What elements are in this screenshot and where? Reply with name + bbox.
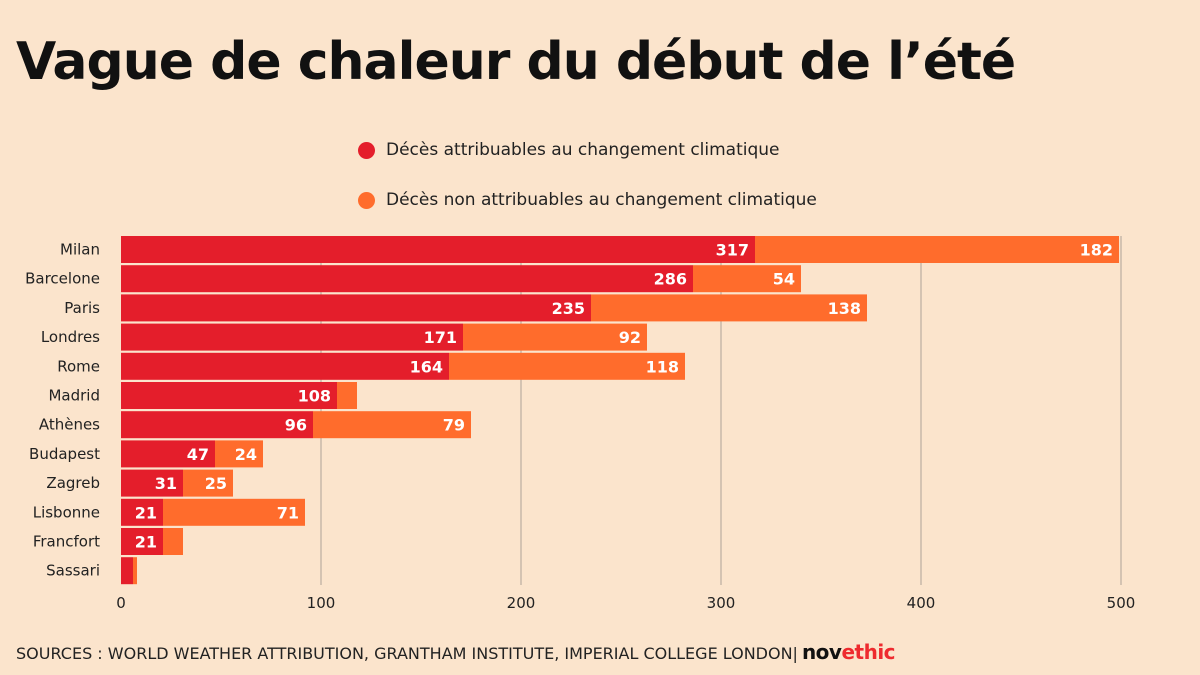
category-label: Francfort — [33, 533, 100, 551]
bar-segment — [121, 440, 215, 468]
bar-segment — [121, 382, 337, 409]
data-label: 21 — [135, 533, 157, 552]
data-label: 235 — [552, 299, 585, 318]
bar-segment — [121, 498, 163, 526]
source-footer: SOURCES : WORLD WEATHER ATTRIBUTION, GRA… — [16, 640, 896, 664]
data-label: 317 — [716, 241, 749, 260]
chart-title: Vague de chaleur du début de l’été — [16, 32, 1016, 92]
category-label: Sassari — [46, 562, 100, 580]
bar-segment — [121, 352, 449, 380]
legend-swatch-non-attributable — [358, 191, 375, 209]
data-label: 108 — [298, 387, 331, 406]
bar-segment — [121, 323, 463, 351]
data-label: 21 — [135, 503, 157, 522]
data-label: 71 — [277, 503, 299, 522]
data-label: 79 — [443, 416, 465, 435]
data-label: 92 — [619, 328, 641, 347]
category-label: Zagreb — [46, 474, 100, 492]
legend-swatch-attributable — [358, 141, 375, 159]
data-label: 31 — [155, 474, 177, 493]
bar-segment — [121, 557, 133, 585]
category-label: Londres — [41, 328, 100, 346]
category-label: Lisbonne — [33, 503, 100, 521]
bar-segment — [121, 236, 755, 263]
category-label: Athènes — [39, 416, 100, 434]
bar-chart: 0 100 200 300 400 500 Milan 317 182 Barcelone 286 5… — [25, 236, 1136, 612]
bar-segment — [183, 469, 233, 497]
data-label: 47 — [187, 445, 209, 464]
x-tick-label: 300 — [707, 594, 736, 612]
data-label: 171 — [424, 328, 457, 347]
category-label: Budapest — [29, 445, 100, 463]
data-label: 96 — [285, 416, 307, 435]
category-label: Milan — [60, 241, 100, 259]
category-label: Barcelone — [25, 270, 100, 288]
bar-segment — [121, 294, 591, 322]
category-label: Paris — [64, 299, 100, 317]
data-label: 138 — [828, 299, 861, 318]
bar-segment — [133, 557, 137, 585]
legend-label-attributable: Décès attribuables au changement climati… — [386, 140, 780, 160]
data-label: 24 — [235, 445, 257, 464]
bar-segment — [449, 352, 685, 380]
bar-segment — [121, 469, 183, 497]
bar-segment — [463, 323, 647, 351]
bar-segment — [121, 528, 163, 555]
x-tick-label: 100 — [307, 594, 336, 612]
category-label: Rome — [57, 357, 100, 375]
data-label: 25 — [205, 474, 227, 493]
legend-label-non-attributable: Décès non attribuables au changement cli… — [386, 190, 817, 210]
legend-item-attributable: Décès attribuables au changement climati… — [358, 140, 780, 160]
data-label: 182 — [1080, 241, 1113, 260]
data-label: 164 — [410, 357, 443, 376]
x-tick-label: 0 — [116, 594, 126, 612]
data-label: 286 — [654, 270, 687, 289]
x-tick-label: 500 — [1107, 594, 1136, 612]
x-tick-label: 200 — [507, 594, 536, 612]
bar-segment — [337, 382, 357, 409]
bar-segment — [121, 411, 313, 439]
bar-segment — [313, 411, 471, 439]
data-label: 54 — [773, 270, 795, 289]
bar-segment — [121, 265, 693, 293]
category-label: Madrid — [48, 387, 100, 405]
legend-item-non-attributable: Décès non attribuables au changement cli… — [358, 190, 817, 210]
brand-part2: ethic — [841, 640, 896, 664]
bar-segment — [163, 498, 305, 526]
bar-segment — [215, 440, 263, 468]
brand-logo: novethic — [801, 640, 896, 664]
bar-segment — [163, 528, 183, 555]
bar-segment — [591, 294, 867, 322]
bar-segment — [693, 265, 801, 293]
x-tick-label: 400 — [907, 594, 936, 612]
bar-segment — [755, 236, 1119, 263]
source-text: SOURCES : WORLD WEATHER ATTRIBUTION, GRA… — [16, 644, 798, 663]
data-label: 118 — [646, 357, 679, 376]
brand-part1: nov — [801, 640, 842, 664]
